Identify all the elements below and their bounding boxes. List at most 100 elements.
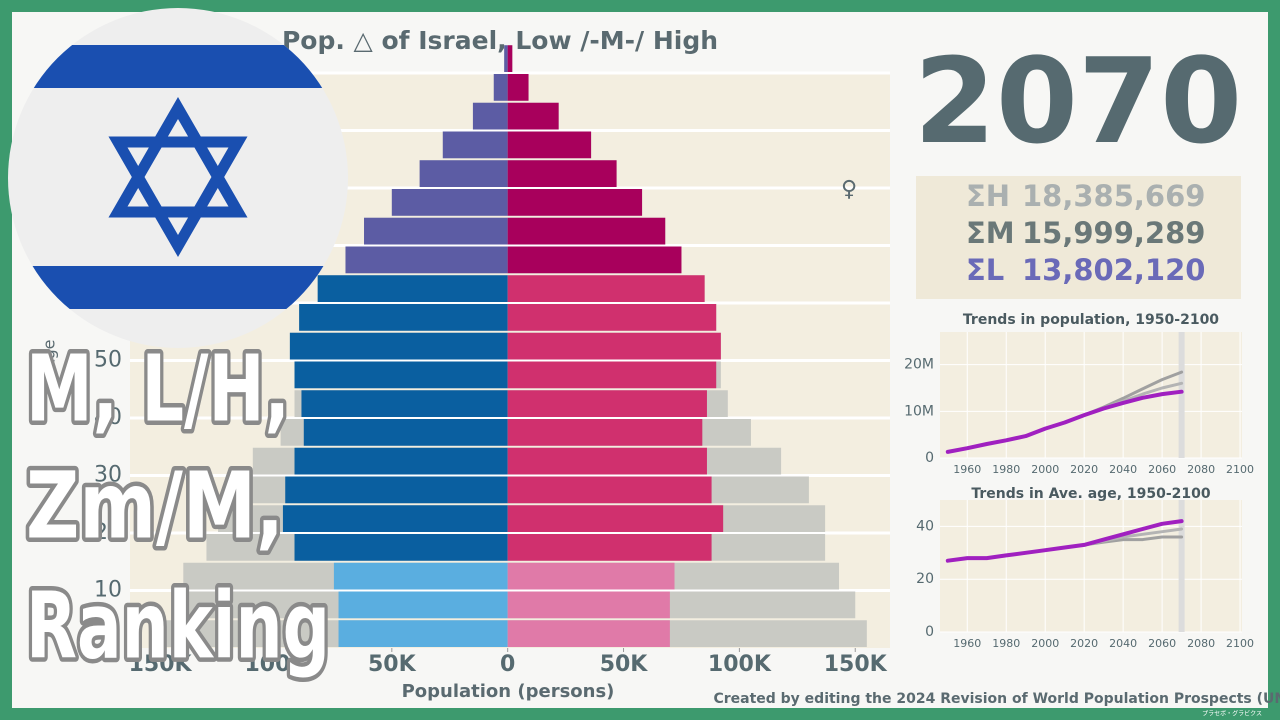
x-tick-label: 2100 — [1226, 463, 1254, 476]
overlay-line: Zm/M, — [26, 452, 284, 559]
bar — [507, 332, 721, 360]
overlay-line: M, L/H, — [26, 335, 290, 442]
x-tick-label: 1960 — [953, 463, 981, 476]
sum-label: ΣM — [966, 216, 1015, 250]
bar — [507, 476, 712, 504]
bar — [507, 304, 717, 331]
chart-title: Trends in Ave. age, 1950-2100 — [971, 486, 1211, 502]
bar — [507, 217, 666, 245]
bar — [419, 160, 508, 187]
x-tick-label: 0 — [500, 652, 515, 677]
y-tick-label: 30 — [94, 463, 122, 488]
y-tick-label: 20M — [904, 357, 934, 373]
highlight-band — [1178, 332, 1185, 458]
x-tick-label: 2100 — [1226, 637, 1254, 650]
watermark: プラセボ・グラビクス — [1202, 710, 1262, 718]
bar — [317, 275, 508, 302]
sums-box — [916, 176, 1241, 299]
bar — [391, 189, 508, 216]
y-axis-label: Age — [40, 340, 59, 371]
y-tick-label: 10 — [94, 578, 122, 603]
x-tick-label: 2040 — [1109, 637, 1137, 650]
bar — [294, 534, 508, 561]
bar — [333, 562, 508, 590]
plot-bg — [940, 332, 1242, 458]
x-tick-label: 1980 — [992, 637, 1020, 650]
flag — [8, 8, 348, 348]
chart-title: Pop. △ of Israel, Low /-M-/ High — [282, 26, 718, 55]
x-tick-label: 1960 — [953, 637, 981, 650]
bar — [345, 246, 508, 274]
flag-bg — [8, 8, 348, 348]
bar — [299, 304, 508, 331]
y-tick-label: 40 — [916, 518, 934, 534]
x-tick-label: 2040 — [1109, 463, 1137, 476]
overlay-line: Ranking — [26, 572, 330, 679]
y-tick-label: 0 — [925, 450, 934, 466]
star-triangle — [108, 96, 248, 218]
flag-stripe — [8, 266, 348, 309]
year: 2070 — [914, 32, 1242, 170]
bar — [507, 419, 703, 446]
line — [945, 519, 1184, 563]
bar — [507, 562, 675, 590]
bar — [507, 275, 705, 302]
bar — [507, 102, 559, 130]
x-tick-label: 100K — [708, 652, 772, 677]
bar — [364, 217, 508, 245]
sum-label: ΣL — [966, 253, 1004, 287]
y-tick-label: 20 — [916, 571, 934, 587]
sum-value: 18,385,669 — [1022, 179, 1205, 213]
bar — [472, 102, 508, 130]
x-tick-label: 100K — [244, 652, 308, 677]
bar — [507, 361, 717, 389]
bar — [507, 246, 682, 274]
bar — [338, 591, 508, 619]
x-tick-label: 2020 — [1070, 463, 1098, 476]
x-tick-label: 2060 — [1148, 637, 1176, 650]
bar — [493, 74, 508, 101]
x-tick-label: 2080 — [1187, 637, 1215, 650]
plot-bg — [940, 500, 1242, 632]
flag-stripe — [8, 45, 348, 88]
charts: 102030405060708090100150K100K50K050K100K… — [80, 45, 1254, 677]
bar — [294, 447, 508, 475]
bar — [294, 361, 508, 389]
x-tick-label: 2020 — [1070, 637, 1098, 650]
chart-title: Trends in population, 1950-2100 — [963, 312, 1219, 328]
bar — [303, 419, 508, 446]
x-tick-label: 2000 — [1031, 637, 1059, 650]
bar — [507, 131, 592, 159]
bar — [507, 74, 529, 101]
x-tick-label: 50K — [600, 652, 649, 677]
x-tick-label: 2000 — [1031, 463, 1059, 476]
bar — [507, 189, 643, 216]
x-tick-label: 1980 — [992, 463, 1020, 476]
star-triangle — [108, 136, 248, 258]
bar — [285, 476, 508, 504]
bar — [507, 620, 670, 647]
x-tick-label: 50K — [368, 652, 417, 677]
bar — [507, 390, 707, 417]
x-tick-label: 150K — [129, 652, 193, 677]
bar — [507, 505, 724, 532]
bar — [338, 620, 508, 647]
bar — [507, 160, 617, 187]
y-tick-label: 40 — [94, 405, 122, 430]
x-tick-label: 2080 — [1187, 463, 1215, 476]
y-tick-label: 0 — [925, 624, 934, 640]
highlight-band — [1178, 500, 1185, 632]
y-tick-label: 10M — [904, 403, 934, 419]
sex-symbol: ♀ — [841, 177, 857, 202]
sum-label: ΣH — [966, 179, 1010, 213]
y-tick-label: 50 — [94, 348, 122, 373]
x-tick-label: 150K — [824, 652, 888, 677]
x-axis-label: Population (persons) — [402, 681, 615, 702]
credit: Created by editing the 2024 Revision of … — [713, 691, 1280, 707]
bar — [442, 131, 508, 159]
sum-value: 15,999,289 — [1022, 216, 1205, 250]
bar — [289, 332, 508, 360]
sum-value: 13,802,120 — [1022, 253, 1205, 287]
bar — [507, 45, 513, 72]
